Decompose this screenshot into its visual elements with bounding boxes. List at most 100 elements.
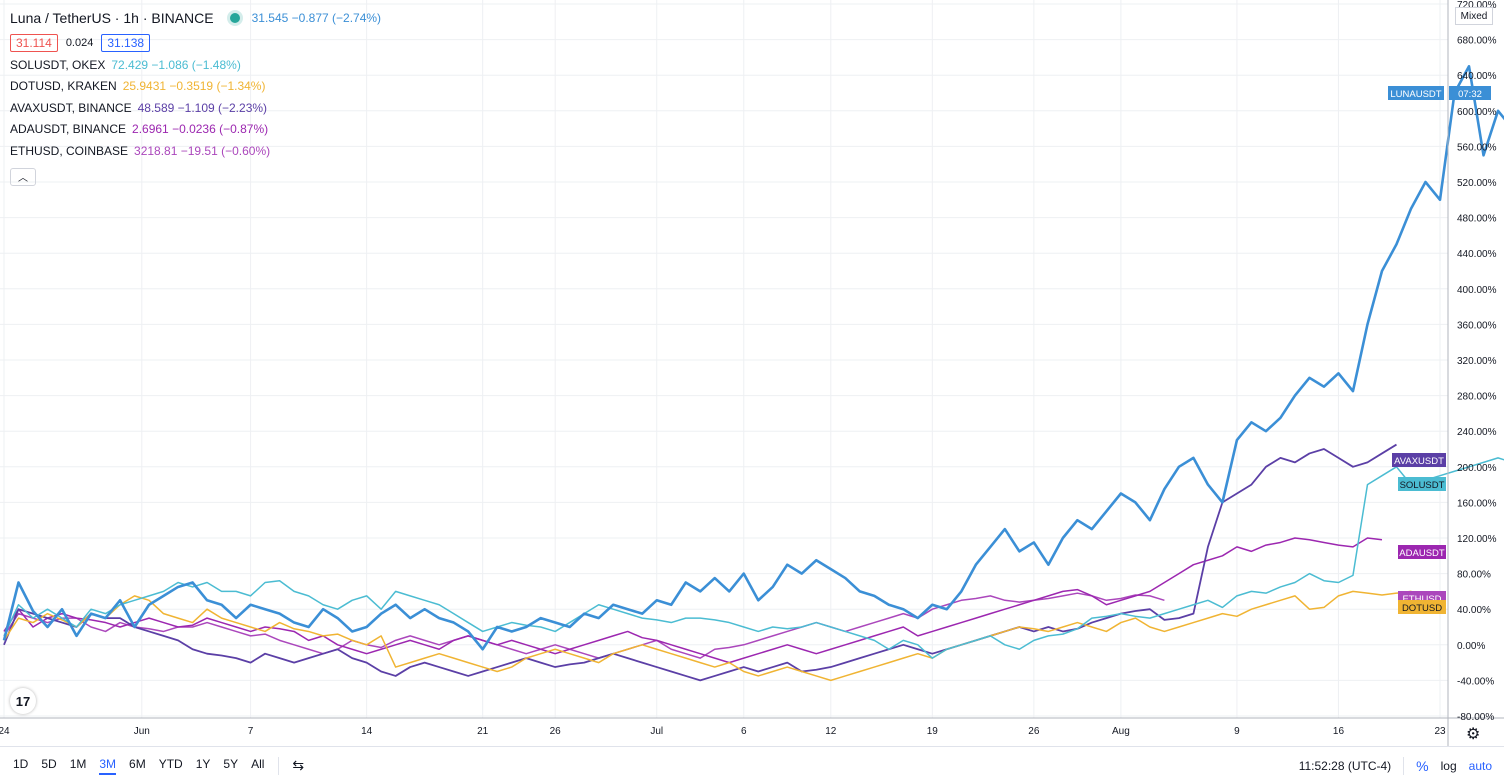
spread-value: 0.024 [65, 37, 94, 49]
y-tick-label: 400.00% [1457, 285, 1497, 296]
x-tick-label: 9 [1234, 726, 1240, 737]
sell-price-button[interactable]: 31.114 [10, 34, 58, 52]
y-tick-label: 160.00% [1457, 498, 1497, 509]
compare-symbol-label[interactable]: DOTUSD, KRAKEN [10, 79, 117, 94]
chart-area[interactable]: 24 Jun 7 14 21 26 Jul 6 12 19 26 Aug 9 16 23 720.00% 68… [0, 0, 1504, 746]
percent-scale-button[interactable]: % [1416, 757, 1429, 774]
range-button-1m[interactable]: 1M [69, 756, 87, 771]
series-end-label-adausdt: ADAUSDT [1398, 545, 1446, 559]
main-symbol-row[interactable]: Luna / TetherUS · 1h · BINANCE 31.545 −0… [10, 8, 381, 28]
series-end-time-bg [1449, 86, 1491, 100]
series-end-label-bg [1392, 453, 1446, 467]
y-tick-label: 120.00% [1457, 534, 1497, 545]
x-tick-label: 23 [1434, 726, 1446, 737]
gear-icon[interactable]: ⚙ [1466, 726, 1481, 743]
y-tick-label: -40.00% [1457, 676, 1494, 687]
series-end-label-text: AVAXUSDT [1394, 456, 1444, 467]
series-end-label-text: LUNAUSDT [1390, 89, 1441, 100]
series-end-label-text: SOLUSDT [1400, 480, 1445, 491]
y-tick-label: 600.00% [1457, 107, 1497, 118]
legend: Luna / TetherUS · 1h · BINANCE 31.545 −0… [10, 8, 381, 186]
y-axis: 720.00% 680.00% 640.00% 600.00% 560.00% 520.0… [1447, 0, 1497, 746]
compare-symbol-values: 2.6961 −0.0236 (−0.87%) [132, 122, 269, 137]
range-button-5y[interactable]: 5Y [223, 756, 239, 771]
y-tick-label: 440.00% [1457, 249, 1497, 260]
compare-symbol-values: 25.9431 −0.3519 (−1.34%) [122, 79, 266, 94]
y-tick-label: 360.00% [1457, 320, 1497, 331]
series-line-lunausdt [2, 65, 1504, 651]
series-end-time-text: 07:32 [1458, 89, 1482, 100]
compare-symbol-row[interactable]: ETHUSD, COINBASE 3218.81 −19.51 (−0.60%) [10, 140, 381, 162]
x-tick-label: Jun [134, 726, 150, 737]
x-tick-label: 12 [825, 726, 837, 737]
compare-symbol-row[interactable]: AVAXUSDT, BINANCE 48.589 −1.109 (−2.23%) [10, 97, 381, 119]
range-button-ytd[interactable]: YTD [158, 756, 183, 771]
series-end-label-text: DOTUSD [1402, 603, 1442, 614]
log-scale-button[interactable]: log [1440, 758, 1457, 773]
collapse-legend-chevron-up-icon[interactable]: ︿ [10, 167, 36, 186]
auto-scale-button[interactable]: auto [1468, 758, 1492, 773]
x-tick-label: 19 [927, 726, 939, 737]
main-symbol-values: 31.545 −0.877 (−2.74%) [251, 11, 382, 25]
toolbar-divider [278, 756, 280, 775]
series-end-label-text: ADAUSDT [1399, 548, 1445, 559]
compare-symbol-label[interactable]: ETHUSD, COINBASE [10, 143, 129, 158]
series-line-avaxusdt [3, 443, 1397, 682]
range-button-all[interactable]: All [251, 756, 265, 771]
main-symbol-title[interactable]: Luna / TetherUS · 1h · BINANCE [10, 10, 214, 26]
x-axis: 24 Jun 7 14 21 26 Jul 6 12 19 26 Aug 9 16 23 [0, 717, 1504, 737]
range-button-3m[interactable]: 3M [99, 757, 117, 775]
series-lines [2, 65, 1504, 682]
y-tick-label: 240.00% [1457, 427, 1497, 438]
series-line-ethusd [3, 592, 1165, 659]
compare-symbol-row[interactable]: SOLUSDT, OKEX 72.429 −1.086 (−1.48%) [10, 54, 381, 76]
x-tick-label: 24 [0, 726, 10, 737]
y-tick-label: 280.00% [1457, 392, 1497, 403]
y-tick-label: 480.00% [1457, 214, 1497, 225]
compare-symbol-label[interactable]: AVAXUSDT, BINANCE [10, 100, 132, 115]
x-tick-label: 6 [741, 726, 747, 737]
y-tick-label: 520.00% [1457, 178, 1497, 189]
compare-symbol-values: 72.429 −1.086 (−1.48%) [111, 57, 241, 72]
y-tick-label: 680.00% [1457, 36, 1497, 47]
clock-time[interactable]: 11:52:28 (UTC-4) [1298, 758, 1392, 773]
bottom-toolbar: 1D 5D 1M 3M 6M YTD 1Y 5Y All ⇆ 11:52:28 (UTC-4) … [0, 746, 1504, 784]
compare-symbol-list: SOLUSDT, OKEX 72.429 −1.086 (−1.48%) DOTUS… [10, 54, 381, 162]
y-tick-label: 320.00% [1457, 356, 1497, 367]
y-tick-label: 200.00% [1457, 463, 1497, 474]
tradingview-logo-icon[interactable]: 17 [10, 688, 36, 714]
buy-price-button[interactable]: 31.138 [101, 34, 151, 52]
series-end-label-text: ETHUSD [1402, 594, 1441, 605]
x-tick-label: 26 [550, 726, 562, 737]
range-button-1y[interactable]: 1Y [195, 756, 211, 771]
series-end-label-bg [1398, 545, 1446, 559]
x-tick-label: 21 [477, 726, 489, 737]
compare-symbol-label[interactable]: ADAUSDT, BINANCE [10, 122, 127, 137]
bid-ask-row: 31.114 0.024 31.138 [10, 32, 381, 54]
range-button-5d[interactable]: 5D [41, 756, 57, 771]
y-tick-label: 40.00% [1457, 605, 1491, 616]
compare-symbol-row[interactable]: ADAUSDT, BINANCE 2.6961 −0.0236 (−0.87%) [10, 119, 381, 141]
compare-symbol-row[interactable]: DOTUSD, KRAKEN 25.9431 −0.3519 (−1.34%) [10, 76, 381, 98]
series-line-solusdt [3, 457, 1504, 659]
series-line-adausdt [3, 537, 1383, 664]
compare-symbol-values: 48.589 −1.109 (−2.23%) [137, 100, 268, 115]
y-tick-label: 640.00% [1457, 71, 1497, 82]
series-end-label-bg [1388, 86, 1444, 100]
range-button-1d[interactable]: 1D [13, 756, 29, 771]
y-tick-label: 0.00% [1457, 641, 1485, 652]
series-line-dotusd [3, 590, 1426, 682]
series-end-label-bg [1398, 477, 1446, 491]
scale-mode-button[interactable]: Mixed [1455, 7, 1493, 25]
series-end-label-avaxusdt: AVAXUSDT [1392, 453, 1446, 467]
x-tick-label: 16 [1333, 726, 1345, 737]
date-range-calendar-icon[interactable]: ⇆ [292, 757, 305, 773]
range-button-6m[interactable]: 6M [129, 756, 146, 771]
status-dot-icon [229, 13, 240, 23]
x-tick-label: Aug [1112, 726, 1130, 737]
y-tick-label: -80.00% [1457, 712, 1494, 723]
range-buttons: 1D 5D 1M 3M 6M YTD 1Y 5Y All [0, 757, 264, 775]
compare-symbol-label[interactable]: SOLUSDT, OKEX [10, 57, 106, 72]
y-tick-label: 720.00% [1457, 0, 1497, 11]
